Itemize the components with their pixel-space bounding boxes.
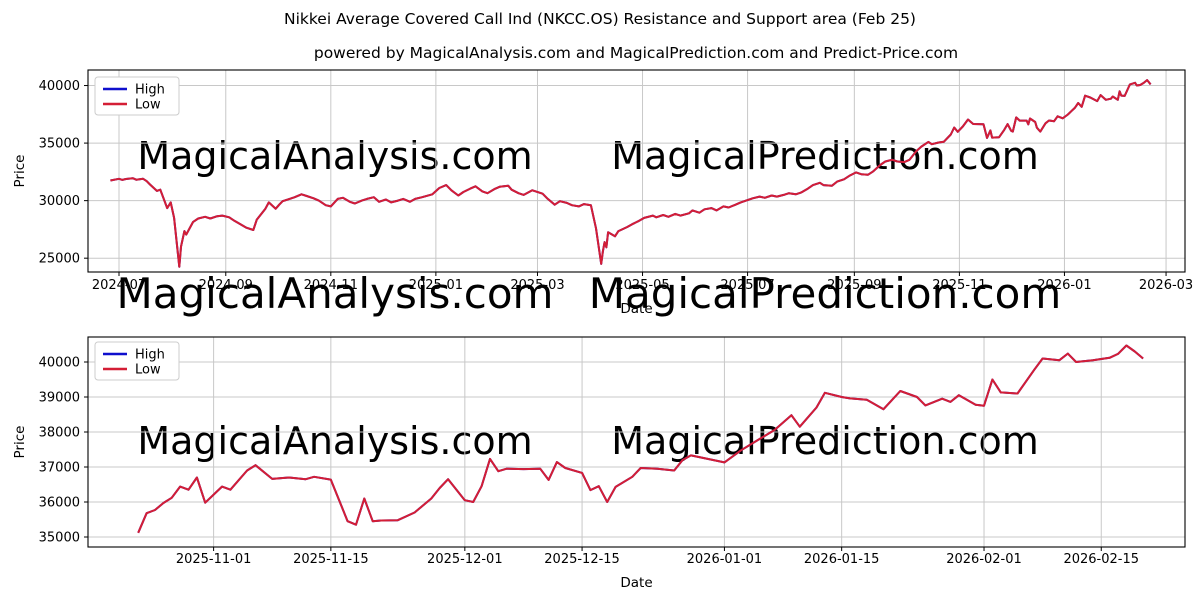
x-tick-label: 2025-11 (932, 278, 986, 293)
x-tick-label: 2026-01 (1037, 278, 1091, 293)
watermark-right: MagicalPrediction.com (611, 134, 1039, 178)
legend-label-low: Low (135, 363, 161, 378)
legend-label-high: High (135, 348, 165, 363)
y-tick-label: 37000 (39, 460, 80, 475)
plot-border (87, 336, 1186, 548)
x-tick-label: 2024-11 (304, 278, 358, 293)
x-tick-label: 2026-02-15 (1063, 552, 1139, 567)
x-tick-label: 2025-07 (720, 278, 774, 293)
y-tick-label: 40000 (39, 79, 80, 94)
legend-label-low: Low (135, 98, 161, 113)
x-axis-label: Date (620, 301, 652, 317)
x-tick-label: 2026-01-15 (804, 552, 880, 567)
watermark-left: MagicalAnalysis.com (117, 269, 554, 318)
y-axis-label: Price (12, 426, 28, 459)
low-line (137, 344, 1144, 534)
legend-box (94, 341, 180, 381)
x-tick-label: 2025-12-15 (544, 552, 620, 567)
y-tick-label: 40000 (39, 355, 80, 370)
watermark-right: MagicalPrediction.com (589, 269, 1062, 318)
y-tick-label: 25000 (39, 252, 80, 267)
x-tick-label: 2026-03 (1139, 278, 1193, 293)
x-tick-label: 2025-05 (615, 278, 669, 293)
y-tick-label: 35000 (39, 137, 80, 152)
x-tick-label: 2025-11-15 (293, 552, 369, 567)
watermark-left: MagicalAnalysis.com (137, 134, 532, 178)
x-tick-label: 2025-11-01 (176, 552, 252, 567)
x-tick-label: 2026-02-01 (946, 552, 1022, 567)
x-tick-label: 2024-09 (199, 278, 253, 293)
watermark-left: MagicalAnalysis.com (137, 419, 532, 463)
x-tick-label: 2025-09 (827, 278, 881, 293)
x-tick-label: 2024-07 (92, 278, 146, 293)
x-tick-label: 2026-01-01 (687, 552, 763, 567)
legend-box (94, 76, 180, 116)
y-tick-label: 36000 (39, 495, 80, 510)
top-chart: MagicalAnalysis.com MagicalPrediction.com… (12, 69, 1193, 318)
legend-label-high: High (135, 83, 165, 98)
figure-title: Nikkei Average Covered Call Ind (NKCC.OS… (284, 10, 916, 28)
y-tick-label: 30000 (39, 194, 80, 209)
x-tick-label: 2025-12-01 (427, 552, 503, 567)
y-tick-label: 38000 (39, 425, 80, 440)
low-line (110, 79, 1152, 268)
figure-subtitle: powered by MagicalAnalysis.com and Magic… (313, 44, 959, 62)
y-axis-label: Price (12, 155, 28, 188)
x-tick-label: 2025-01 (409, 278, 463, 293)
bottom-chart: MagicalAnalysis.com MagicalPrediction.com… (12, 336, 1186, 591)
y-tick-label: 35000 (39, 530, 80, 545)
y-tick-label: 39000 (39, 390, 80, 405)
plot-border (87, 69, 1186, 273)
watermark-right: MagicalPrediction.com (611, 419, 1039, 463)
x-tick-label: 2025-03 (510, 278, 564, 293)
x-axis-label: Date (620, 575, 652, 591)
